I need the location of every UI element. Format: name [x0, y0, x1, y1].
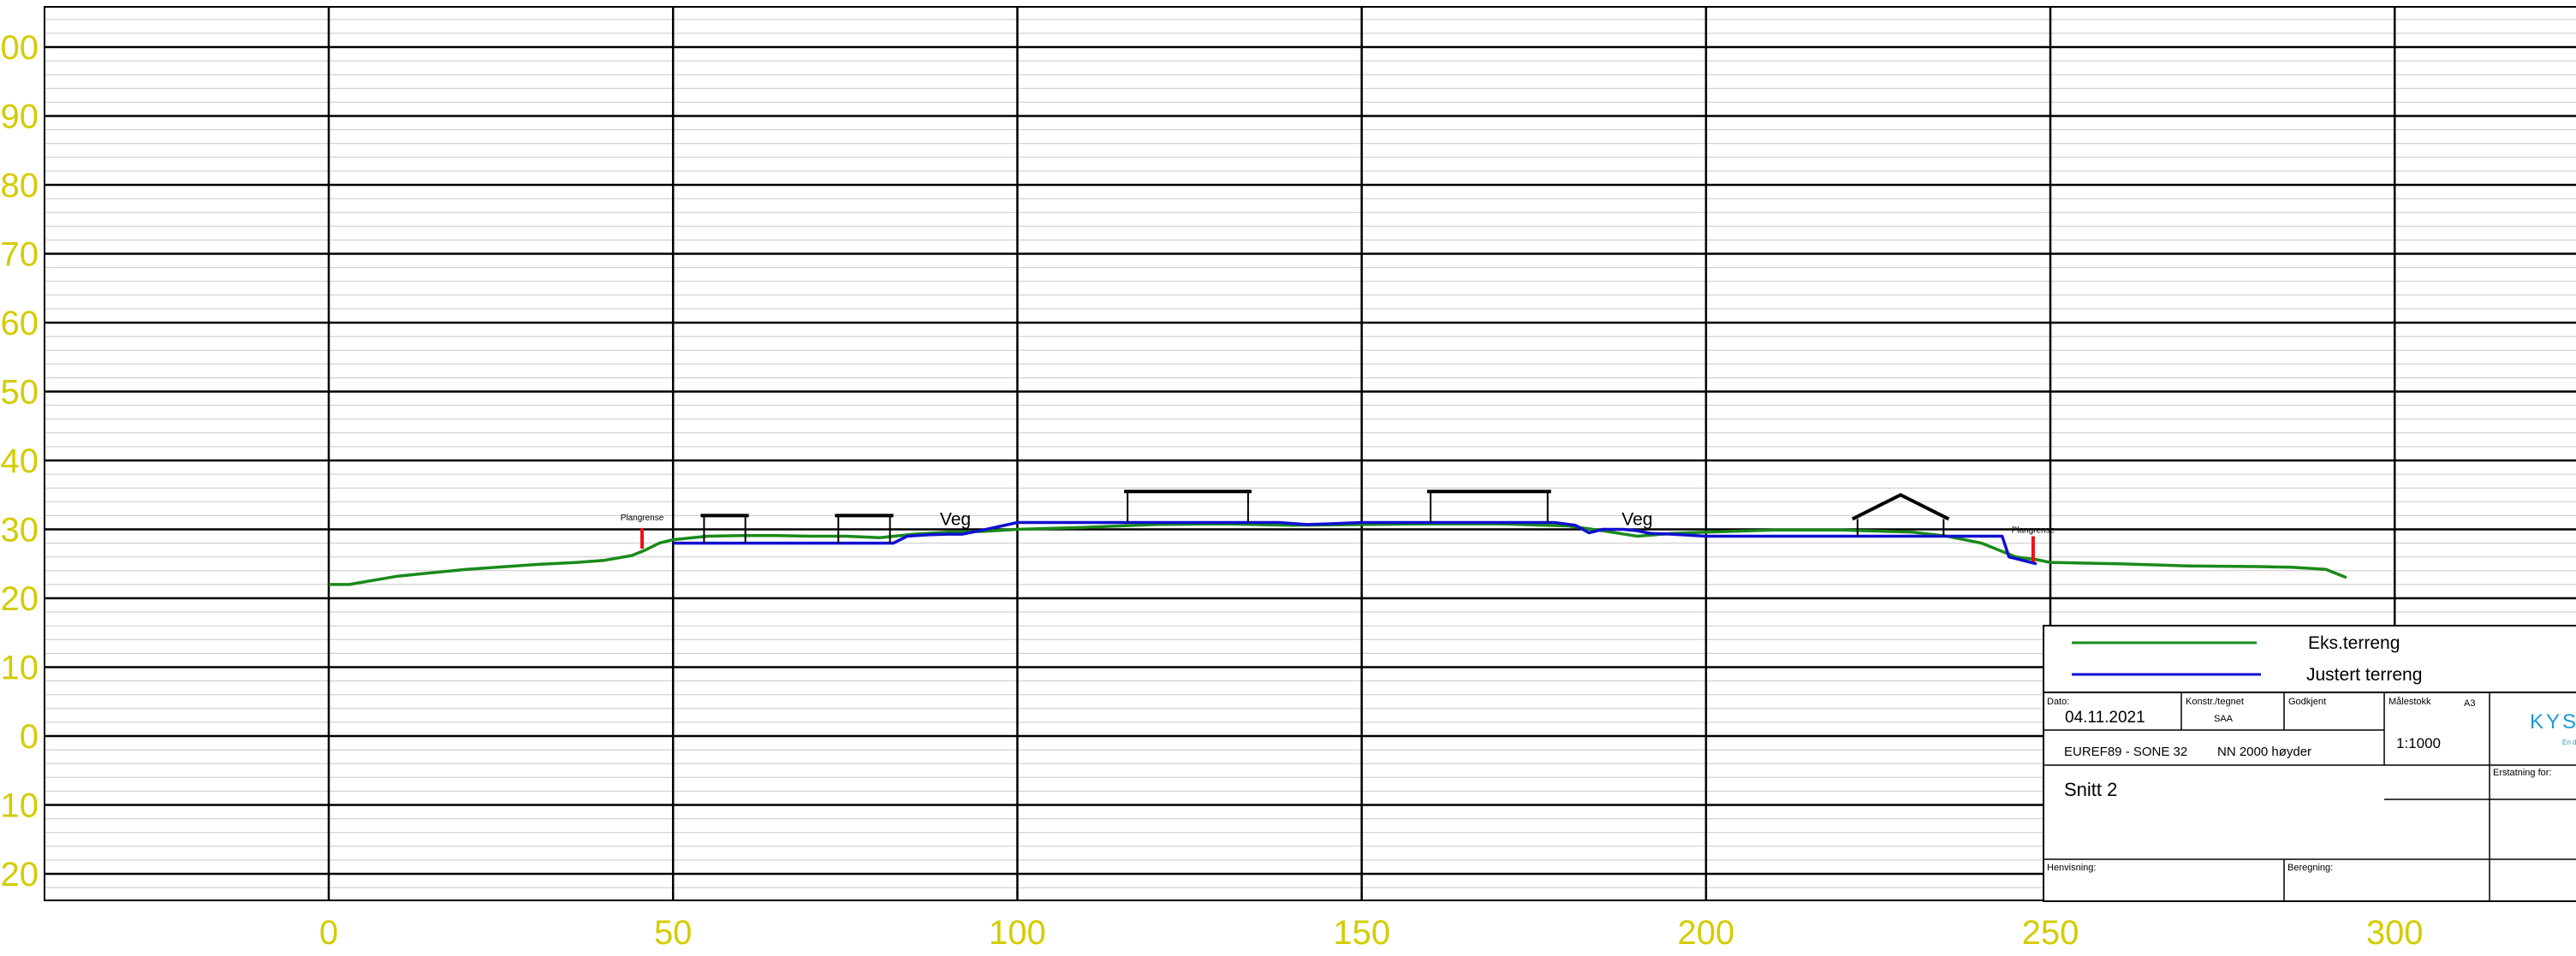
y-tick-label: 20 — [1, 580, 39, 618]
y-tick-label: 40 — [1, 442, 39, 480]
dato-value: 04.11.2021 — [2065, 709, 2145, 727]
y-tick-label: 0 — [20, 718, 39, 756]
malestokk-label: Målestokk — [2389, 697, 2431, 707]
y-tick-label: 70 — [1, 236, 39, 274]
structures-layer — [700, 490, 1950, 543]
drawing-title: Snitt 2 — [2064, 779, 2117, 800]
godkjent-label: Godkjent — [2288, 697, 2326, 707]
konstr-label: Konstr./tegnet — [2186, 697, 2244, 707]
x-tick-label: 250 — [2022, 914, 2079, 952]
x-tick-label: 50 — [654, 914, 693, 952]
y-tick-label: -20 — [0, 856, 39, 894]
company-logo-text: KYS — [2530, 710, 2576, 733]
series-layer — [329, 520, 2347, 586]
y-tick-label: 50 — [1, 374, 39, 412]
y-tick-label: 10 — [1, 650, 39, 687]
annotation-plangrense: Plangrense — [621, 514, 664, 523]
major-gridlines — [45, 7, 2576, 900]
x-tick-labels: 0 50 100 150 200 250 300 — [319, 914, 2424, 952]
annotation-veg: Veg — [940, 510, 971, 530]
scale-value: 1:1000 — [2396, 735, 2441, 751]
y-tick-label: 80 — [1, 167, 39, 205]
y-tick-label: 60 — [1, 305, 39, 342]
title-block-frame — [2043, 625, 2576, 902]
annotation-plangrense: Plangrense — [2012, 526, 2055, 536]
legend-label-eks: Eks.terreng — [2308, 633, 2400, 653]
x-tick-label: 150 — [1333, 914, 1390, 952]
coord-system: EUREF89 - SONE 32 — [2064, 745, 2187, 759]
y-tick-label: 90 — [1, 98, 39, 136]
paper-size: A3 — [2464, 698, 2475, 709]
annotations-layer: Plangrense Veg Veg Plangrense — [621, 510, 2055, 536]
plan-boundary-layer — [640, 527, 2035, 562]
x-tick-label: 300 — [2366, 914, 2424, 952]
y-tick-label: -10 — [0, 787, 39, 825]
y-tick-labels: -20 -10 0 10 20 30 40 50 60 70 80 90 100 — [0, 29, 39, 894]
x-tick-label: 0 — [319, 914, 338, 952]
series-justert-terreng — [673, 520, 2038, 566]
company-logo-sub: En d — [2562, 739, 2576, 746]
y-tick-label: 30 — [1, 512, 39, 549]
erstatning-label: Erstatning for: — [2493, 768, 2551, 778]
konstr-value: SAA — [2214, 714, 2234, 724]
y-tick-label: 100 — [0, 29, 39, 67]
annotation-veg: Veg — [1621, 510, 1652, 530]
series-eks-terreng — [329, 522, 2347, 586]
dato-label: Dato: — [2047, 697, 2069, 707]
beregning-label: Beregning: — [2287, 863, 2333, 873]
structure-roof — [1851, 493, 1950, 521]
height-system: NN 2000 høyder — [2217, 745, 2311, 759]
title-block: Eks.terreng Justert terreng Dato: 04.11.… — [2043, 625, 2576, 902]
x-tick-label: 100 — [989, 914, 1046, 952]
henvisning-label: Henvisning: — [2047, 863, 2096, 873]
x-tick-label: 200 — [1677, 914, 1734, 952]
plot-frame — [44, 6, 2576, 901]
legend-label-justert: Justert terreng — [2306, 665, 2422, 685]
